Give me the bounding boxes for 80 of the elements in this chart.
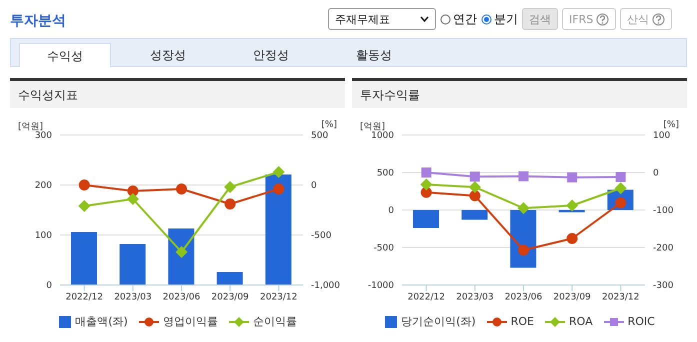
- text: 분기: [493, 10, 518, 28]
- y2-tick-label: -1,000: [311, 281, 340, 292]
- y2-tick-label: -500: [311, 231, 332, 242]
- bar: [120, 244, 146, 285]
- y-tick-label: 100: [34, 231, 52, 242]
- point: [469, 190, 480, 202]
- point: [421, 168, 432, 178]
- text: 연간: [452, 10, 477, 28]
- bar: [71, 232, 97, 285]
- point: [224, 198, 236, 210]
- y2-axis-title: [%]: [321, 120, 337, 130]
- point: [126, 193, 139, 205]
- point: [272, 166, 285, 178]
- text: 주재무제표: [328, 8, 436, 30]
- y2-tick-label: 0: [653, 168, 659, 179]
- y-tick-label: -1000: [368, 281, 394, 292]
- y2-tick-label: -100: [653, 206, 674, 216]
- y-tick-label: 1000: [371, 131, 394, 142]
- text: 수익성: [19, 43, 111, 67]
- y-tick-label: 0: [46, 281, 52, 292]
- x-tick-label: 2023/06: [162, 292, 200, 302]
- point: [566, 200, 578, 212]
- x-tick-label: 2023/09: [553, 292, 592, 302]
- y2-tick-label: 100: [653, 131, 670, 142]
- point: [468, 181, 481, 194]
- bar: [216, 272, 243, 285]
- point: [470, 172, 480, 182]
- legend-label: 매출액(좌): [74, 314, 128, 329]
- chart-title: 투자수익률: [352, 78, 687, 108]
- point: [273, 184, 284, 194]
- y2-tick-label: 500: [311, 131, 328, 142]
- x-tick-label: 2023/03: [114, 292, 152, 302]
- x-tick-label: 2023/12: [602, 292, 640, 302]
- bar: [265, 174, 292, 285]
- text: IFRS: [562, 8, 616, 30]
- y-tick-label: 200: [34, 181, 52, 192]
- y2-tick-label: 0: [311, 181, 317, 192]
- point: [78, 180, 90, 190]
- text: 투자분석: [10, 12, 66, 30]
- point: [176, 246, 188, 258]
- x-tick-label: 2022/12: [66, 292, 103, 302]
- text: 활동성: [355, 47, 393, 64]
- y-axis-title: [억원]: [18, 121, 44, 132]
- point: [127, 186, 138, 196]
- y-tick-label: 500: [376, 168, 394, 179]
- legend-label: ROA: [568, 314, 593, 329]
- y2-axis-title: [%]: [663, 120, 679, 130]
- y-axis-title: [억원]: [360, 121, 386, 132]
- y2-tick-label: -300: [653, 281, 674, 292]
- x-tick-label: 2023/09: [211, 292, 250, 302]
- point: [614, 182, 627, 194]
- legend-label: ROIC: [626, 314, 655, 329]
- chart-title: 수익성지표: [10, 78, 345, 108]
- point: [518, 244, 529, 256]
- text: 성장성: [149, 47, 187, 64]
- legend-label: 당기순이익(좌): [400, 314, 476, 329]
- y2-tick-label: -200: [653, 244, 674, 254]
- x-tick-label: 2022/12: [408, 292, 445, 302]
- text: 검색: [522, 8, 558, 30]
- y-tick-label: 300: [34, 131, 52, 142]
- point: [518, 171, 528, 182]
- x-tick-label: 2023/06: [504, 292, 542, 302]
- text: 산식: [620, 8, 672, 30]
- legend-label: ROE: [510, 314, 534, 329]
- text: 안정성: [252, 47, 290, 64]
- x-tick-label: 2023/03: [456, 292, 494, 302]
- point: [78, 200, 90, 212]
- point: [420, 178, 432, 190]
- point: [567, 172, 578, 182]
- legend-label: 영업이익률: [162, 314, 218, 329]
- legend-label: 순이익률: [252, 314, 297, 329]
- bar: [168, 228, 194, 285]
- point: [518, 202, 530, 214]
- x-tick-label: 2023/12: [260, 292, 298, 302]
- point: [566, 233, 578, 244]
- y-tick-label: 0: [388, 206, 394, 216]
- point: [176, 184, 187, 194]
- point: [616, 172, 626, 182]
- y-tick-label: -500: [374, 244, 394, 254]
- point: [224, 181, 236, 193]
